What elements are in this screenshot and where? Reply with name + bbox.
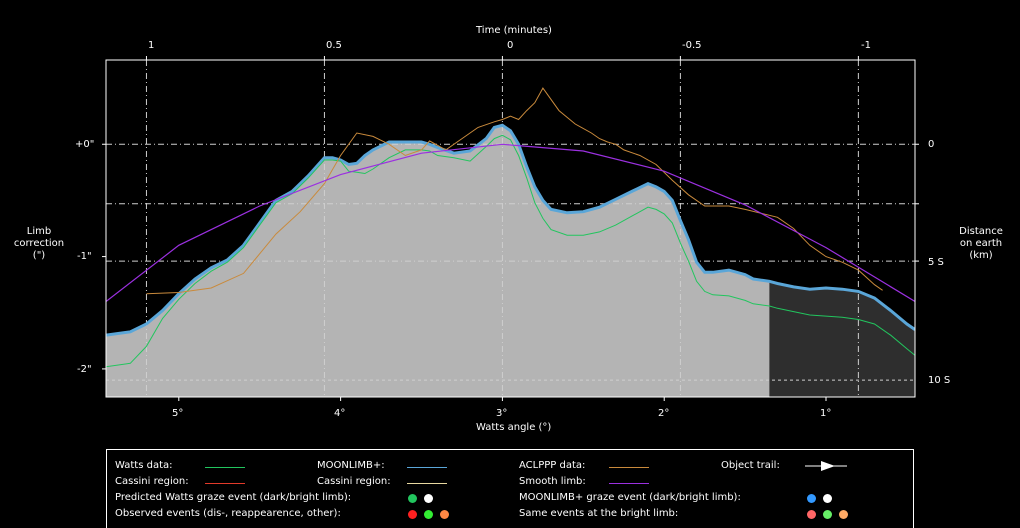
legend-dot-bright-re — [823, 510, 832, 519]
legend-dot-other — [440, 510, 449, 519]
object-trail-icon — [805, 461, 847, 471]
right-axis-title-line: (km) — [969, 250, 993, 261]
right-tick-label: 5 S — [928, 257, 944, 268]
legend-box: Watts data: Cassini region: Predicted Wa… — [106, 449, 914, 528]
series-line-smooth-limb — [106, 143, 915, 303]
bottom-tick-label: 1° — [820, 408, 832, 419]
legend-label-smooth: Smooth limb: — [519, 476, 586, 487]
legend-label-cassini: Cassini region: — [115, 476, 189, 487]
legend-label-cassini-2: Cassini region: — [317, 476, 391, 487]
legend-label-moonlimb-graze: MOONLIMB+ graze event (dark/bright limb)… — [519, 492, 741, 503]
right-tick-label: 0 — [928, 139, 935, 150]
legend-dot-reappearance — [424, 510, 433, 519]
legend-dot-dark-limb — [408, 494, 417, 503]
chart-plot — [102, 56, 919, 401]
legend-dot-bright-dis — [807, 510, 816, 519]
bottom-tick-label: 2° — [658, 408, 670, 419]
top-tick-label: 1 — [148, 40, 155, 51]
left-tick-label: -2" — [77, 364, 92, 375]
right-axis-title-line: Distance — [959, 226, 1003, 237]
left-axis-title-line: (") — [32, 250, 46, 261]
series-line-watts — [106, 134, 915, 368]
legend-label-predicted-watts: Predicted Watts graze event (dark/bright… — [115, 492, 352, 503]
legend-swatch-watts — [205, 467, 245, 468]
left-tick-label: +0" — [75, 139, 95, 150]
legend-swatch-aclppp — [609, 467, 649, 468]
legend-dot-moonlimb-dark — [807, 494, 816, 503]
legend-dot-bright-other — [839, 510, 848, 519]
limb-profile-fill — [106, 125, 778, 397]
right-axis-title-line: on earth — [959, 238, 1003, 249]
bottom-axis-title: Watts angle (°) — [476, 422, 552, 433]
bottom-tick-label: 4° — [334, 408, 346, 419]
legend-label-moonlimb: MOONLIMB+: — [317, 460, 385, 471]
top-tick-label: -0.5 — [682, 40, 702, 51]
legend-label-watts: Watts data: — [115, 460, 173, 471]
legend-label-observed: Observed events (dis-, reappearence, oth… — [115, 508, 341, 519]
legend-dot-bright-limb — [424, 494, 433, 503]
top-axis-title: Time (minutes) — [476, 25, 552, 36]
top-tick-label: 0.5 — [326, 40, 342, 51]
left-tick-label: -1" — [77, 251, 92, 262]
legend-swatch-cassini — [205, 483, 245, 484]
series-line-moonlimb — [106, 123, 915, 337]
left-axis-title: Limb correction (") — [4, 226, 74, 262]
legend-swatch-moonlimb — [407, 467, 447, 468]
legend-label-aclppp: ACLPPP data: — [519, 460, 586, 471]
plot-frame — [105, 59, 916, 398]
legend-dot-moonlimb-bright — [823, 494, 832, 503]
dark-limb-fill — [769, 281, 915, 397]
legend-dot-disappearance — [408, 510, 417, 519]
left-axis-title-line: correction — [13, 238, 65, 249]
right-axis-title: Distance on earth (km) — [946, 226, 1016, 262]
legend-label-same-bright: Same events at the bright limb: — [519, 508, 679, 519]
top-tick-label: 0 — [507, 40, 514, 51]
right-tick-label: 10 S — [928, 375, 951, 386]
bottom-tick-label: 5° — [172, 408, 184, 419]
bottom-tick-label: 3° — [496, 408, 508, 419]
top-tick-label: -1 — [861, 40, 871, 51]
left-axis-title-line: Limb — [26, 226, 52, 237]
legend-swatch-smooth — [609, 483, 649, 484]
legend-swatch-cassini-2 — [407, 483, 447, 484]
legend-label-object-trail: Object trail: — [721, 460, 780, 471]
